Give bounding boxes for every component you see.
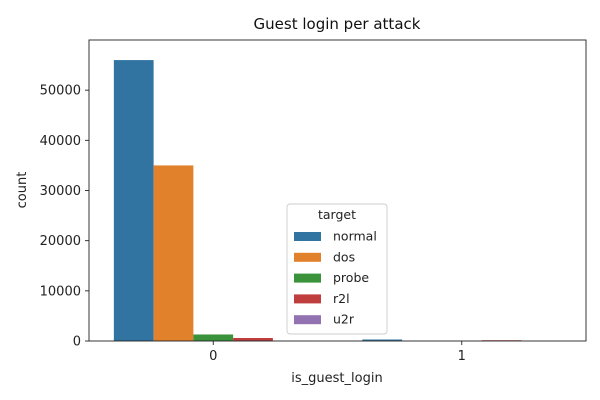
legend-swatch-dos [294,252,321,262]
legend-swatch-normal [294,232,321,241]
bar-probe-0 [193,334,234,341]
legend-title: target [318,207,356,222]
x-tick-label: 1 [458,349,466,364]
legend-label-r2l: r2l [333,291,350,306]
x-axis-label: is_guest_login [291,371,382,386]
x-tick-label: 0 [209,349,217,364]
y-axis-label: count [15,172,30,209]
legend-label-normal: normal [333,229,377,244]
bar-dos-0 [153,165,194,341]
chart-title: Guest login per attack [254,15,421,33]
legend-label-probe: probe [333,270,369,285]
bar-normal-0 [113,60,154,341]
y-tick-label: 30000 [40,184,81,199]
bar-normal-1 [362,339,403,341]
legend-label-u2r: u2r [333,312,355,327]
y-tick-label: 40000 [40,134,81,149]
legend-swatch-probe [294,273,321,283]
legend-swatch-r2l [294,294,321,304]
legend-swatch-u2r [294,315,321,325]
y-tick-label: 10000 [40,284,81,299]
legend: target normal dos probe r2l u2r [286,203,388,335]
y-tick-label: 20000 [40,234,81,249]
legend-label-dos: dos [333,249,355,264]
bar-r2l-0 [233,337,273,341]
y-tick-label: 50000 [40,84,81,99]
axes-group: 0 10000 20000 30000 40000 50000 0 1 [40,39,587,364]
y-tick-label: 0 [73,335,81,350]
bars-group [113,60,562,341]
